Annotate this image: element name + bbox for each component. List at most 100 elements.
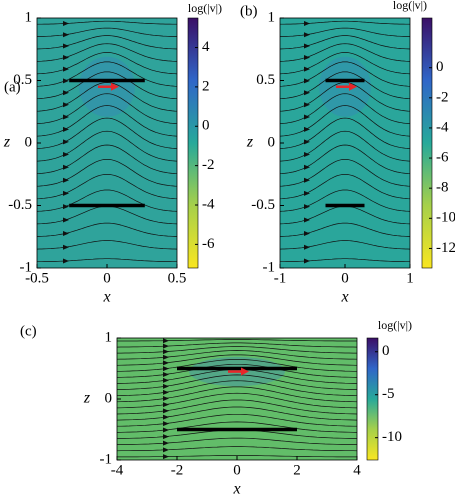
stream-arrow: [163, 366, 169, 372]
stream-arrow: [304, 177, 310, 183]
y-tick-label: 0: [268, 134, 276, 150]
x-tick-label: -4: [111, 462, 124, 478]
x-tick-label: 0: [103, 270, 111, 286]
y-tick-label: -1: [20, 259, 33, 275]
stream-arrow: [304, 231, 310, 237]
stream-arrow: [163, 440, 169, 446]
stream-arrow: [304, 190, 310, 196]
stream-arrow: [163, 414, 169, 420]
streamline: [117, 437, 357, 445]
stream-arrow: [304, 10, 310, 15]
stream-arrow: [63, 177, 69, 183]
streamline: [37, 144, 177, 175]
streamline: [280, 20, 410, 25]
stream-arrow: [163, 360, 169, 366]
streamline: [117, 346, 357, 354]
x-tick-label: -2: [171, 462, 184, 478]
y-tick-label: 0: [25, 134, 33, 150]
colorbar: [421, 17, 433, 269]
stream-arrow: [304, 164, 310, 170]
stream-arrow: [63, 244, 69, 250]
streamline: [37, 130, 177, 162]
y-tick-label: -1: [263, 259, 276, 275]
colorbar-tick-label: 4: [202, 39, 210, 55]
streamline: [117, 399, 357, 415]
stream-arrow: [163, 354, 169, 360]
stream-arrow: [63, 43, 69, 49]
y-tick-label: -0.5: [251, 197, 275, 213]
streamline: [117, 363, 357, 378]
colorbar-tick-label: -5: [382, 386, 395, 402]
stream-arrow: [304, 78, 310, 84]
streamline: [117, 386, 357, 403]
colorbar-tick-label: -12: [436, 240, 455, 256]
stream-arrow: [163, 427, 169, 433]
stream-arrow: [63, 21, 69, 27]
streamline: [280, 52, 410, 75]
streamline: [37, 240, 177, 250]
streamline: [117, 446, 357, 452]
stream-arrow: [63, 152, 69, 158]
stream-arrow: [63, 164, 69, 170]
streamline: [117, 339, 357, 342]
stream-arrow: [304, 273, 310, 278]
streamline: [280, 27, 410, 37]
streamline: [280, 71, 410, 100]
x-axis-label: x: [232, 481, 240, 498]
y-axis-label: z: [246, 134, 254, 151]
streamline: [280, 240, 410, 250]
panel-label: (a): [4, 79, 21, 95]
colorbar-label: log(|v|): [188, 1, 222, 15]
streamline: [117, 380, 357, 397]
stream-arrow: [63, 273, 69, 278]
colorbar-tick-label: -10: [382, 429, 402, 445]
stream-arrow: [304, 126, 310, 132]
stream-arrow: [63, 231, 69, 237]
colorbar-label: log(|v|): [393, 0, 427, 12]
streamline: [280, 93, 410, 125]
stream-arrow: [304, 21, 310, 27]
y-tick-label: 1: [268, 9, 276, 25]
stream-arrow: [304, 244, 310, 250]
x-axis-label: x: [102, 289, 110, 306]
stream-arrow: [163, 338, 169, 344]
stream-arrow: [304, 217, 310, 223]
streamline: [37, 82, 177, 112]
panel-label: (b): [240, 3, 258, 19]
stream-arrow: [304, 204, 310, 210]
stream-arrow: [163, 402, 169, 408]
stream-arrow: [304, 54, 310, 60]
stream-arrow: [163, 383, 169, 389]
streamline: [280, 189, 410, 212]
y-tick-label: 1: [105, 329, 113, 345]
stream-arrow: [63, 204, 69, 210]
stream-arrow: [304, 43, 310, 49]
stream-arrow: [63, 139, 69, 145]
field-background: [117, 338, 357, 460]
streamline: [280, 158, 410, 187]
stream-arrow: [63, 66, 69, 72]
source-arrowhead: [241, 367, 249, 376]
stream-arrow: [63, 258, 69, 264]
colorbar-tick-label: 2: [202, 78, 210, 94]
stream-arrow: [63, 190, 69, 196]
streamline: [280, 144, 410, 175]
stream-arrow: [304, 66, 310, 72]
stream-arrow: [163, 454, 169, 460]
streamline: [117, 421, 357, 433]
streamline: [117, 413, 357, 427]
stream-arrow: [163, 343, 169, 349]
stream-arrow: [63, 54, 69, 60]
stream-arrow: [163, 371, 169, 377]
field-background: [37, 18, 177, 268]
panel-label: (c): [20, 323, 37, 339]
stream-arrow: [304, 152, 310, 158]
x-tick-label: 2: [293, 462, 301, 478]
colorbar-tick-label: 0: [202, 118, 210, 134]
stream-arrow: [63, 114, 69, 120]
stream-arrow: [163, 421, 169, 427]
streamline: [117, 406, 357, 421]
streamline: [37, 27, 177, 37]
colorbar: [366, 337, 379, 461]
y-tick-label: 0.5: [13, 72, 32, 88]
